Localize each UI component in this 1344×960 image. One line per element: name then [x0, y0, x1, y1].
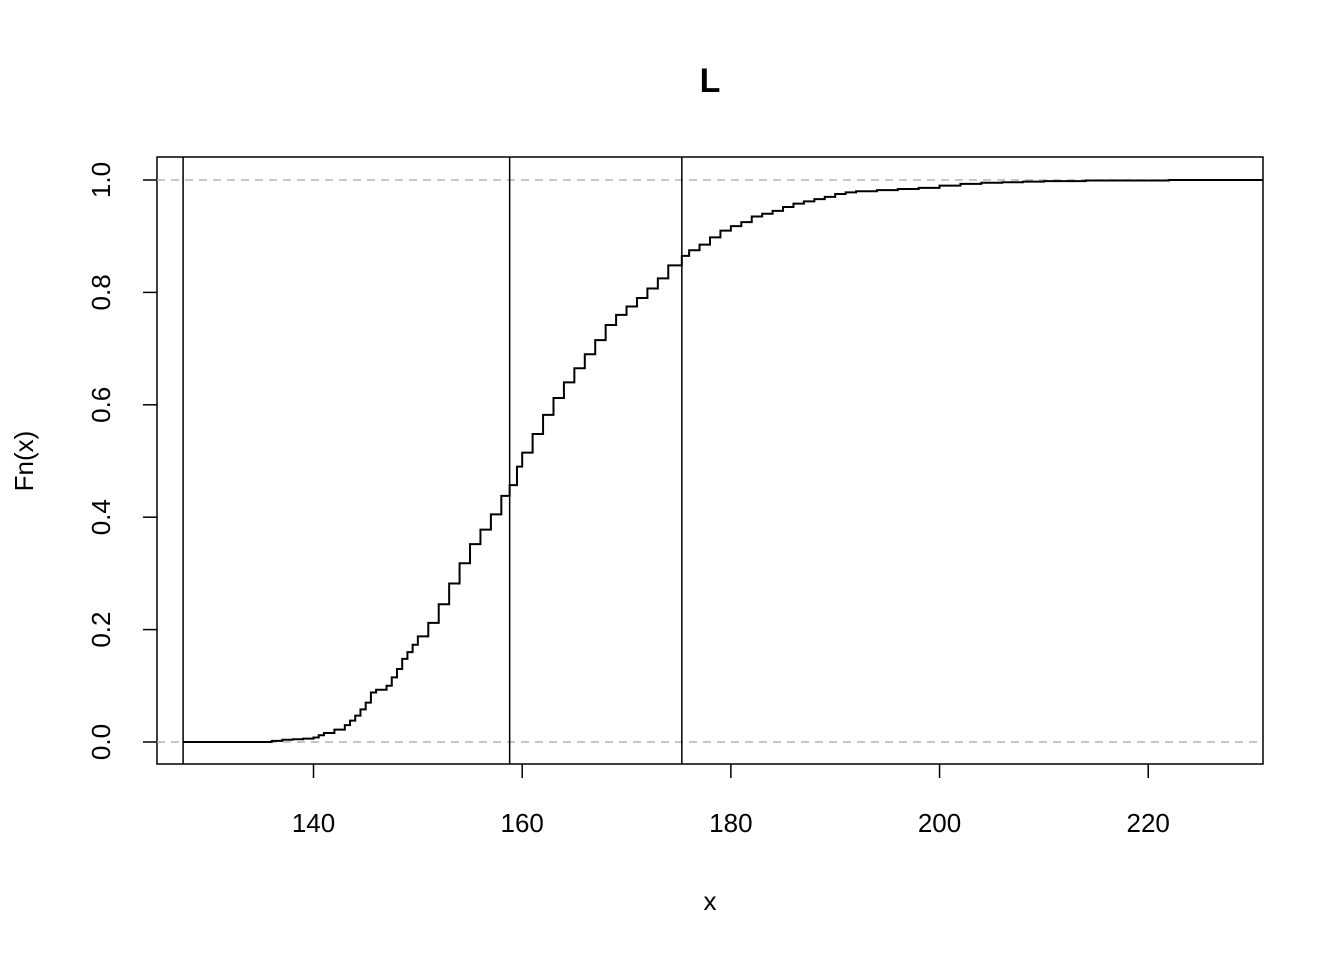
chart-title: L	[700, 62, 721, 100]
reference-lines	[157, 179, 1263, 743]
y-tick-label-3: 0.6	[86, 387, 116, 423]
series-layer	[183, 179, 1263, 743]
plot-frame	[156, 156, 1264, 765]
y-tick-label-0: 0.0	[86, 724, 116, 760]
y-axis: 0.0 0.2 0.4 0.6 0.8 1.0	[86, 162, 157, 760]
x-axis-title: x	[704, 886, 717, 916]
x-tick-label-3: 200	[918, 808, 961, 838]
y-tick-label-4: 0.8	[86, 274, 116, 310]
x-tick-label-4: 220	[1127, 808, 1170, 838]
y-tick-label-5: 1.0	[86, 162, 116, 198]
vertical-marker-lines	[182, 157, 683, 764]
y-tick-label-1: 0.2	[86, 612, 116, 648]
x-axis: 140 160 180 200 220	[292, 764, 1170, 838]
ecdf-series-line-0	[183, 179, 1263, 743]
y-axis-title: Fn(x)	[9, 431, 39, 492]
x-tick-label-2: 180	[709, 808, 752, 838]
x-tick-label-1: 160	[500, 808, 543, 838]
x-tick-label-0: 140	[292, 808, 335, 838]
y-tick-label-2: 0.4	[86, 499, 116, 535]
